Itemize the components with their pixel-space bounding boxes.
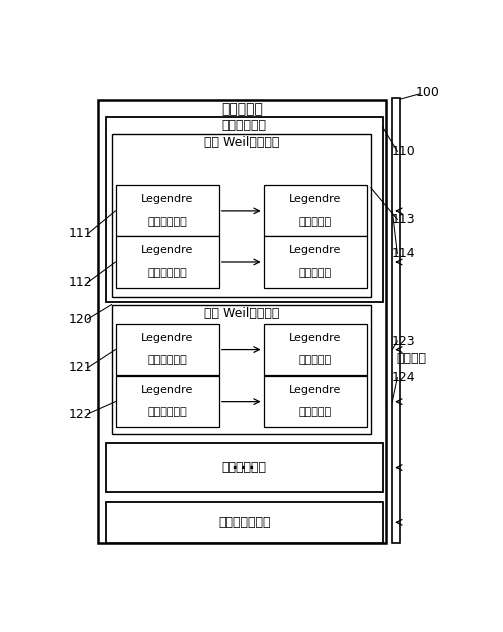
Bar [264, 185, 367, 236]
Text: 相关器通道十二: 相关器通道十二 [218, 516, 271, 529]
Text: 124: 124 [392, 371, 416, 384]
Text: 121: 121 [68, 362, 92, 374]
Text: Legendre: Legendre [141, 245, 193, 255]
Text: Legendre: Legendre [141, 194, 193, 204]
Text: Legendre: Legendre [289, 333, 342, 343]
Text: 序列缓存一: 序列缓存一 [299, 217, 332, 227]
Text: 序列缓存二: 序列缓存二 [299, 408, 332, 417]
Bar [264, 324, 367, 375]
Bar [106, 502, 382, 543]
Text: 数据 Weil码发生器: 数据 Weil码发生器 [204, 137, 279, 150]
Text: 序列缓存一: 序列缓存一 [299, 355, 332, 365]
Bar [116, 376, 219, 427]
Bar [264, 236, 367, 288]
Text: 100: 100 [415, 87, 439, 99]
Text: Legendre: Legendre [289, 245, 342, 255]
Bar [264, 376, 367, 427]
Text: 120: 120 [68, 313, 92, 325]
Text: Legendre: Legendre [289, 194, 342, 204]
Text: 相关器通道二: 相关器通道二 [222, 461, 267, 474]
Text: Legendre: Legendre [289, 385, 342, 395]
Text: 跟踪子系统: 跟踪子系统 [221, 102, 263, 116]
Bar [116, 185, 219, 236]
Text: 113: 113 [392, 213, 416, 226]
Text: 114: 114 [392, 247, 416, 260]
Text: 相关器通道一: 相关器通道一 [222, 119, 267, 133]
Bar [106, 117, 382, 302]
Text: 导频 Weil码发生器: 导频 Weil码发生器 [204, 307, 279, 320]
Text: ⋯: ⋯ [230, 456, 255, 480]
Text: 序列缓存二: 序列缓存二 [299, 268, 332, 277]
Text: 序列控制器一: 序列控制器一 [147, 217, 187, 227]
Text: 111: 111 [68, 228, 92, 241]
Bar [392, 98, 400, 543]
Text: 123: 123 [392, 334, 416, 348]
Bar [112, 305, 371, 434]
Bar [116, 324, 219, 375]
Text: 112: 112 [68, 276, 92, 289]
Text: 序列控制器二: 序列控制器二 [147, 408, 187, 417]
Text: 序列控制器二: 序列控制器二 [147, 268, 187, 277]
Text: Legendre: Legendre [141, 333, 193, 343]
Text: 序列控制器一: 序列控制器一 [147, 355, 187, 365]
Bar [112, 134, 371, 297]
Bar [98, 100, 386, 543]
Text: Legendre: Legendre [141, 385, 193, 395]
Text: 110: 110 [392, 145, 416, 158]
Bar [106, 443, 382, 492]
Text: 配置接口: 配置接口 [397, 351, 427, 365]
Bar [116, 236, 219, 288]
Text: 122: 122 [68, 408, 92, 420]
